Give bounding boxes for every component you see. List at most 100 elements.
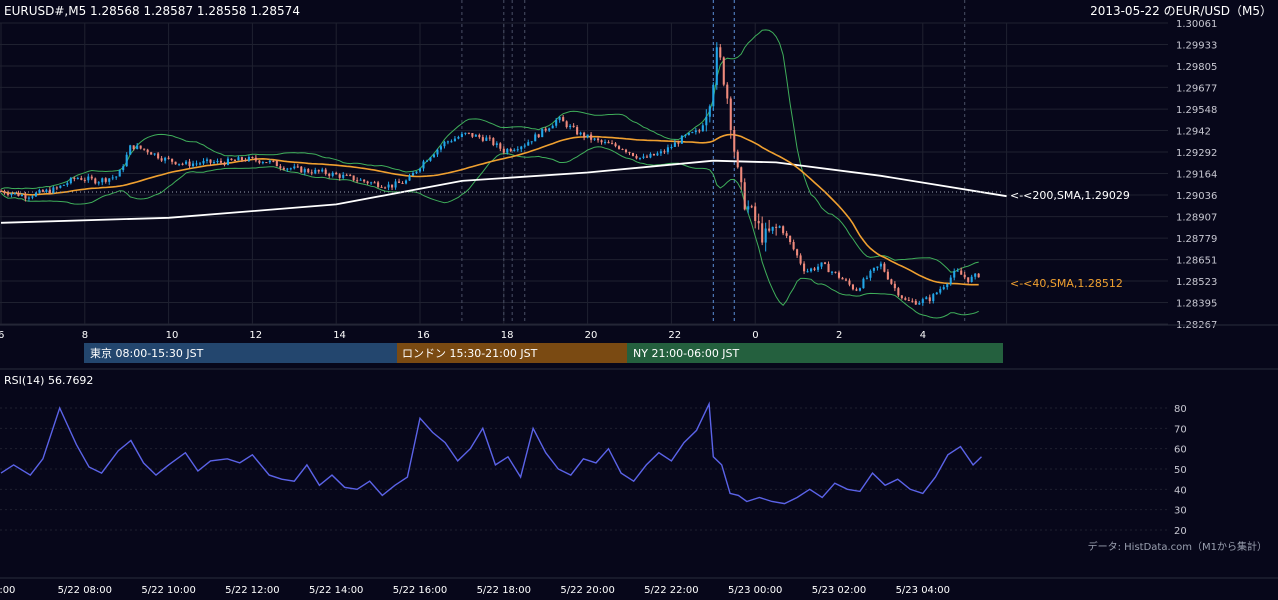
candle-body — [830, 271, 834, 273]
candle-body — [408, 175, 411, 181]
sma200-line — [0, 159, 1007, 224]
candle-body — [817, 266, 820, 270]
candle-body — [785, 233, 788, 236]
candle-body — [157, 153, 160, 159]
candle-body — [97, 182, 100, 184]
price-tick-label: 1.30061 — [1176, 19, 1217, 30]
candle-body — [268, 160, 271, 163]
price-tick-label: 1.29933 — [1176, 40, 1217, 51]
candle-body — [464, 132, 467, 134]
candle-body — [921, 299, 924, 303]
mid-axis-tick-label: 4 — [920, 330, 926, 341]
candle-body — [796, 249, 799, 256]
candle-body — [223, 162, 226, 165]
candle-body — [492, 138, 495, 145]
candle-body — [953, 271, 956, 278]
candle-body — [897, 288, 900, 296]
sma200-annotation: <-<200,SMA,1.29029 — [1010, 189, 1130, 202]
candle-body — [754, 206, 757, 221]
candle-body — [911, 300, 914, 302]
session-tokyo-bar — [84, 343, 397, 363]
candle-body — [551, 125, 554, 129]
candle-body — [439, 146, 442, 150]
candle-body — [286, 168, 289, 170]
candle-body — [768, 228, 771, 231]
candle-body — [401, 182, 404, 184]
price-tick-label: 1.28395 — [1176, 299, 1217, 310]
rsi-tick-label: 50 — [1174, 465, 1187, 476]
candle-body — [129, 145, 132, 155]
candle-body — [624, 149, 628, 153]
candle-body — [328, 173, 331, 176]
candle-body — [272, 160, 275, 162]
candle-body — [631, 152, 635, 156]
candle-body — [970, 276, 973, 282]
candle-body — [418, 168, 422, 172]
candle-body — [240, 157, 243, 161]
candle-body — [471, 133, 474, 137]
candle-body — [384, 187, 387, 189]
candle-body — [398, 181, 401, 183]
candle-body — [422, 161, 425, 169]
candle-body — [261, 162, 264, 164]
mid-axis-tick-label: 22 — [668, 330, 681, 341]
candle-body — [108, 178, 111, 182]
candle-body — [576, 127, 579, 135]
candle-body — [610, 143, 614, 145]
candle-body — [411, 173, 415, 176]
candle-body — [69, 177, 72, 184]
candle-body — [932, 294, 935, 302]
mid-axis-tick-label: 16 — [417, 330, 430, 341]
rsi-axis: 80 70 60 50 40 30 20 — [1174, 404, 1187, 537]
candle-body — [820, 262, 823, 267]
candle-body — [164, 157, 167, 161]
candle-body — [834, 271, 837, 273]
candle-body — [736, 151, 739, 168]
price-tick-label: 1.29548 — [1176, 105, 1217, 116]
candle-body — [778, 226, 781, 228]
candle-body — [198, 163, 202, 165]
rsi-tick-label: 30 — [1174, 506, 1187, 517]
candle-body — [307, 169, 310, 173]
candle-body — [764, 228, 767, 243]
candle-body — [691, 132, 694, 134]
candle-body — [656, 153, 659, 156]
candle-body — [544, 128, 547, 131]
candle-body — [708, 106, 711, 117]
price-tick-label: 1.2942 — [1176, 127, 1211, 138]
candle-body — [94, 178, 97, 184]
candle-body — [62, 184, 65, 186]
mid-axis-tick-label: 10 — [166, 330, 179, 341]
candle-body — [509, 149, 512, 151]
candle-body — [572, 125, 575, 128]
candle-body — [974, 273, 977, 277]
candle-body — [467, 132, 470, 134]
candle-body — [590, 134, 593, 140]
candle-body — [202, 160, 205, 164]
candle-body — [782, 226, 785, 234]
candle-body — [363, 179, 366, 182]
candle-body — [642, 156, 645, 158]
candle-body — [956, 270, 959, 272]
candle-body — [443, 141, 446, 147]
candle-body — [136, 145, 139, 150]
candle-body — [76, 178, 79, 180]
candle-body — [279, 166, 282, 168]
candle-body — [499, 143, 502, 149]
candlesticks — [0, 42, 980, 306]
candle-body — [425, 160, 429, 162]
candle-body — [771, 226, 774, 231]
candle-body — [935, 292, 938, 295]
candle-body — [31, 196, 34, 198]
candle-body — [485, 137, 488, 141]
candle-body — [701, 125, 704, 132]
candle-body — [862, 278, 865, 289]
candle-body — [293, 166, 296, 169]
session-ny-bar — [627, 343, 1003, 363]
candle-body — [345, 174, 348, 176]
candle-body — [258, 160, 261, 163]
candle-body — [513, 149, 516, 151]
candle-body — [209, 159, 212, 163]
candle-body — [687, 132, 690, 135]
